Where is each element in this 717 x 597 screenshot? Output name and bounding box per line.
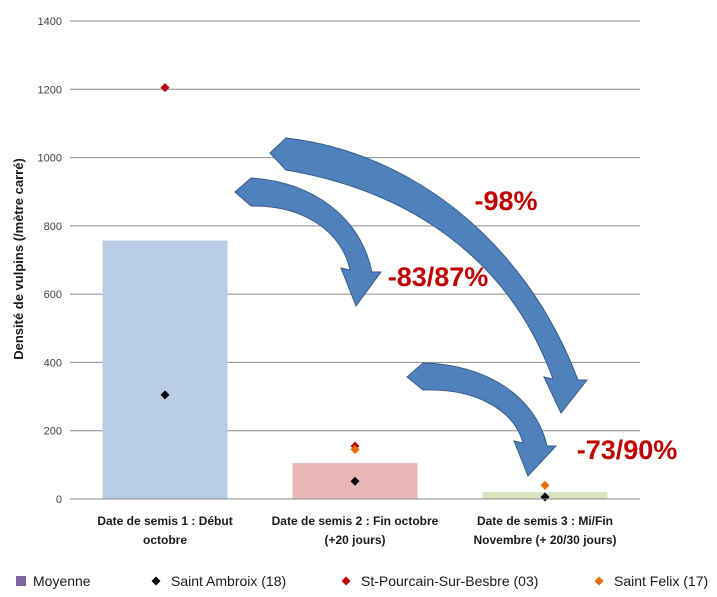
- legend-label: Saint Ambroix (18): [171, 573, 286, 589]
- reduction-arrows: [234, 137, 589, 477]
- arrow-83-87: [234, 177, 382, 308]
- legend-label: Moyenne: [33, 573, 91, 589]
- bar-1: [102, 240, 228, 499]
- legend-marker: [594, 576, 604, 586]
- x-category-label: Novembre (+ 20/30 jours): [473, 533, 616, 547]
- annotation-label: -83/87%: [388, 262, 489, 292]
- x-category-label: Date de semis 3 : Mi/Fin: [477, 514, 613, 528]
- legend-marker: [151, 576, 161, 586]
- x-category-label: Date de semis 1 : Début: [97, 514, 232, 528]
- x-category-label: octobre: [143, 533, 187, 547]
- y-tick-label: 1000: [38, 153, 62, 165]
- legend-marker: [341, 576, 351, 586]
- y-tick-label: 200: [44, 426, 62, 438]
- legend-label: Saint Felix (17): [614, 573, 708, 589]
- point-3-3: [540, 480, 550, 490]
- y-tick-label: 400: [44, 357, 62, 369]
- legend-swatch: [16, 576, 26, 586]
- y-tick-label: 800: [44, 221, 62, 233]
- y-tick-label: 600: [44, 289, 62, 301]
- legend-label: St-Pourcain-Sur-Besbre (03): [361, 573, 538, 589]
- arrow-98: [269, 137, 589, 414]
- bar-series: [102, 240, 608, 499]
- y-axis-ticks: 0 200 400 600 800 1000 1200 1400: [38, 16, 62, 506]
- annotations: -98% -83/87% -73/90%: [388, 186, 678, 465]
- y-tick-label: 0: [56, 494, 62, 506]
- arrow-73-90: [406, 362, 558, 477]
- annotation-label: -73/90%: [577, 435, 678, 465]
- x-category-label: Date de semis 2 : Fin octobre: [272, 514, 439, 528]
- y-axis-label: Densité de vulpins (/mètre carré): [11, 158, 26, 360]
- point-3-2: [350, 444, 360, 454]
- annotation-label: -98%: [474, 186, 537, 216]
- legend: Moyenne Saint Ambroix (18) St-Pourcain-Sur…: [16, 573, 708, 589]
- point-1-2: [350, 476, 360, 486]
- y-tick-label: 1400: [38, 16, 62, 28]
- x-category-label: (+20 jours): [324, 533, 385, 547]
- x-axis-categories: Date de semis 1 : Début octobre Date de se…: [97, 514, 616, 547]
- point-1-1: [160, 390, 170, 400]
- point-2-1: [160, 83, 170, 93]
- y-tick-label: 1200: [38, 84, 62, 96]
